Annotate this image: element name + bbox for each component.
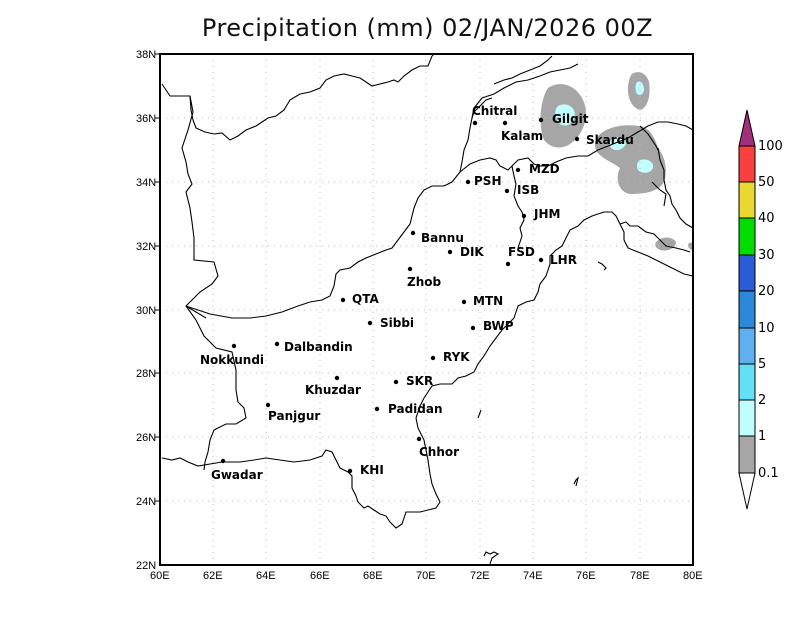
x-axis: 60E 62E 64E 66E 68E 70E 72E 74E 76E 78E … xyxy=(150,570,703,582)
city-label: Gilgit xyxy=(552,112,589,126)
city-label: SKR xyxy=(406,374,433,388)
city-label: FSD xyxy=(508,245,535,259)
svg-text:10: 10 xyxy=(758,321,775,336)
colorbar-min-arrow xyxy=(738,472,756,510)
city-label: Skardu xyxy=(586,133,634,147)
city-label: Dalbandin xyxy=(284,340,353,354)
svg-text:78E: 78E xyxy=(630,570,650,582)
city-label: Gwadar xyxy=(211,468,263,482)
city-label: Kalam xyxy=(501,129,543,143)
colorbar-legend: 100 50 40 30 20 10 5 2 1 0.1 xyxy=(738,109,783,510)
city-label: Padidan xyxy=(388,402,443,416)
svg-text:20: 20 xyxy=(758,284,775,299)
city-label: MZD xyxy=(529,162,560,176)
svg-text:34N: 34N xyxy=(136,177,156,189)
city-markers: Chitral Kalam Gilgit Skardu MZD PSH ISB … xyxy=(200,104,634,482)
svg-text:76E: 76E xyxy=(576,570,596,582)
chart-title: Precipitation (mm) 02/JAN/2026 00Z xyxy=(201,14,654,42)
svg-text:72E: 72E xyxy=(470,570,490,582)
svg-text:50: 50 xyxy=(758,175,775,190)
city-label: LHR xyxy=(550,253,577,267)
svg-text:68E: 68E xyxy=(363,570,383,582)
svg-text:70E: 70E xyxy=(416,570,436,582)
city-label: Panjgur xyxy=(268,409,320,423)
svg-text:38N: 38N xyxy=(136,49,156,61)
city-label: Sibbi xyxy=(380,316,414,330)
city-label: QTA xyxy=(352,292,379,306)
svg-text:26N: 26N xyxy=(136,432,156,444)
precip-shading xyxy=(540,72,693,251)
grid-lines xyxy=(160,54,693,565)
city-label: Bannu xyxy=(421,231,464,245)
svg-text:36N: 36N xyxy=(136,113,156,125)
city-label: RYK xyxy=(443,350,470,364)
svg-text:5: 5 xyxy=(758,357,766,372)
city-label: BWP xyxy=(483,319,514,333)
svg-text:24N: 24N xyxy=(136,496,156,508)
city-label: PSH xyxy=(474,174,501,188)
city-label: Khuzdar xyxy=(305,383,361,397)
city-label: Chitral xyxy=(472,104,517,118)
svg-text:40: 40 xyxy=(758,211,775,226)
city-label: JHM xyxy=(533,207,560,221)
city-label: DIK xyxy=(460,245,484,259)
city-label: MTN xyxy=(473,294,503,308)
svg-text:100: 100 xyxy=(758,139,783,154)
svg-text:62E: 62E xyxy=(203,570,223,582)
svg-text:0.1: 0.1 xyxy=(758,466,779,481)
svg-text:1: 1 xyxy=(758,429,766,444)
svg-text:80E: 80E xyxy=(683,570,703,582)
country-borders xyxy=(161,53,694,565)
city-label: Zhob xyxy=(407,275,441,289)
y-axis: 38N 36N 34N 32N 30N 28N 26N 24N 22N xyxy=(136,49,160,572)
city-label: KHI xyxy=(360,463,384,477)
svg-text:2: 2 xyxy=(758,393,766,408)
svg-text:60E: 60E xyxy=(150,570,170,582)
svg-text:64E: 64E xyxy=(256,570,276,582)
svg-text:74E: 74E xyxy=(523,570,543,582)
city-label: Nokkundi xyxy=(200,353,264,367)
svg-text:28N: 28N xyxy=(136,368,156,380)
city-label: Chhor xyxy=(419,445,459,459)
colorbar-max-arrow xyxy=(738,109,756,147)
svg-text:32N: 32N xyxy=(136,241,156,253)
svg-text:66E: 66E xyxy=(310,570,330,582)
svg-text:30N: 30N xyxy=(136,305,156,317)
svg-text:30: 30 xyxy=(758,248,775,263)
svg-text:22N: 22N xyxy=(136,560,156,572)
city-label: ISB xyxy=(517,183,539,197)
